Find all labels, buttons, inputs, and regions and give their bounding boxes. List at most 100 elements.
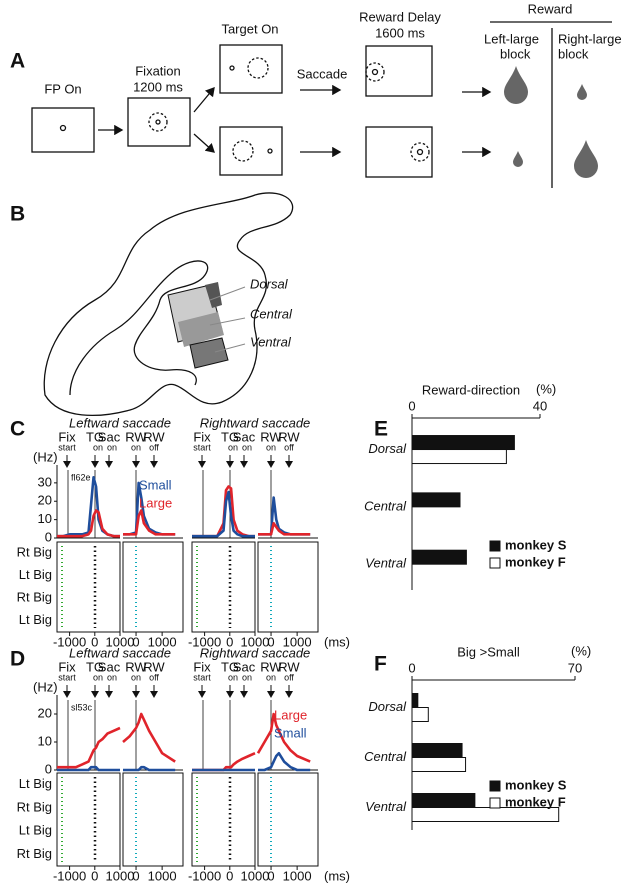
y-label: (Hz) xyxy=(33,449,58,464)
y-tick-label: 0 xyxy=(45,761,52,776)
label: Fixation xyxy=(135,63,181,78)
x-tick-label: 0 xyxy=(91,868,98,883)
x-tick-label: 1000 xyxy=(106,868,135,883)
x-tick-label: -1000 xyxy=(188,634,221,649)
event-label: off xyxy=(284,442,294,452)
raster-row-label: Lt Big xyxy=(19,776,52,791)
annotation: fl62e xyxy=(71,472,91,482)
category-label: Dorsal xyxy=(368,699,407,714)
event-label: Sac xyxy=(98,429,121,444)
x-tick-label: 1000 xyxy=(148,634,177,649)
y-tick-label: 10 xyxy=(38,511,52,526)
raster-row-label: Rt Big xyxy=(17,545,52,560)
bar xyxy=(411,707,429,722)
y-tick-label: 20 xyxy=(38,493,52,508)
y-tick-label: 10 xyxy=(38,733,52,748)
y-label: (Hz) xyxy=(33,679,58,694)
raster-row-label: Lt Big xyxy=(19,612,52,627)
bar xyxy=(411,693,419,708)
psth-line xyxy=(258,521,311,536)
raster-box xyxy=(191,772,256,867)
event-label: TG xyxy=(221,429,239,444)
raster-row-label: Rt Big xyxy=(17,799,52,814)
raster-box xyxy=(191,541,256,633)
event-label: Fix xyxy=(58,429,76,444)
event-label: RW xyxy=(260,659,282,674)
chart-title: Reward-direction xyxy=(422,382,520,397)
legend-swatch xyxy=(489,557,501,569)
legend-swatch xyxy=(489,780,501,792)
psth-line xyxy=(123,765,176,772)
bar xyxy=(411,492,461,508)
event-label: RW xyxy=(278,429,300,444)
event-label: RW xyxy=(143,429,165,444)
x-tick-label: 1000 xyxy=(148,868,177,883)
raster-box xyxy=(122,772,184,867)
event-label: RW xyxy=(278,659,300,674)
event-label: off xyxy=(284,672,294,682)
raster-box xyxy=(257,772,319,867)
event-label: on xyxy=(93,442,103,452)
region-label: Central xyxy=(250,306,293,321)
legend-label: monkey S xyxy=(505,777,567,792)
event-label: on xyxy=(107,672,117,682)
x-tick-label: 70 xyxy=(568,660,582,675)
bar xyxy=(411,743,463,758)
event-label: on xyxy=(107,442,117,452)
psth-line xyxy=(258,496,311,536)
bar xyxy=(411,449,507,465)
raster-row-label: Lt Big xyxy=(19,567,52,582)
category-label: Central xyxy=(364,498,407,513)
event-label: TG xyxy=(86,429,104,444)
legend-label: Small xyxy=(274,725,307,740)
raster-row-label: Lt Big xyxy=(19,823,52,838)
label: Reward xyxy=(528,1,573,16)
label: 1200 ms xyxy=(133,79,183,94)
raster-box xyxy=(122,541,184,633)
x-tick-label: -1000 xyxy=(53,868,86,883)
psth-line xyxy=(122,712,176,763)
label: Reward Delay xyxy=(359,9,441,24)
x-label: (ms) xyxy=(324,868,350,883)
event-label: on xyxy=(242,442,252,452)
panel-label: B xyxy=(10,203,25,226)
panel-label: D xyxy=(10,648,25,671)
event-label: RW xyxy=(125,429,147,444)
x-tick-label: 0 xyxy=(132,868,139,883)
x-tick-label: 40 xyxy=(533,398,547,413)
x-tick-label: 1000 xyxy=(106,634,135,649)
event-label: start xyxy=(193,442,211,452)
bar xyxy=(411,757,467,772)
psth-line xyxy=(192,752,256,772)
x-label: (ms) xyxy=(324,634,350,649)
raster-row-label: Rt Big xyxy=(17,846,52,861)
psth-line xyxy=(57,765,120,772)
bar xyxy=(411,549,467,565)
event-label: on xyxy=(228,442,238,452)
category-label: Dorsal xyxy=(368,441,407,456)
psth-line xyxy=(192,490,255,538)
category-label: Central xyxy=(364,749,407,764)
label: 1600 ms xyxy=(375,25,425,40)
legend-label: monkey F xyxy=(505,794,566,809)
legend-label: monkey S xyxy=(505,537,567,552)
annotation: sl53c xyxy=(71,702,93,712)
bar xyxy=(411,807,560,822)
event-label: RW xyxy=(125,659,147,674)
legend-label: Small xyxy=(139,477,172,492)
x-tick-label: 0 xyxy=(408,398,415,413)
raster-box xyxy=(56,541,121,633)
event-label: Sac xyxy=(233,659,256,674)
event-label: Fix xyxy=(193,429,211,444)
region-label: Dorsal xyxy=(250,276,289,291)
panel-label: F xyxy=(374,653,387,676)
event-label: on xyxy=(93,672,103,682)
panel-title: Leftward saccade xyxy=(69,645,171,660)
x-tick-label: 0 xyxy=(226,868,233,883)
event-label: on xyxy=(228,672,238,682)
event-label: TG xyxy=(221,659,239,674)
x-tick-label: 0 xyxy=(267,868,274,883)
event-label: Sac xyxy=(233,429,256,444)
label: block xyxy=(500,46,531,61)
